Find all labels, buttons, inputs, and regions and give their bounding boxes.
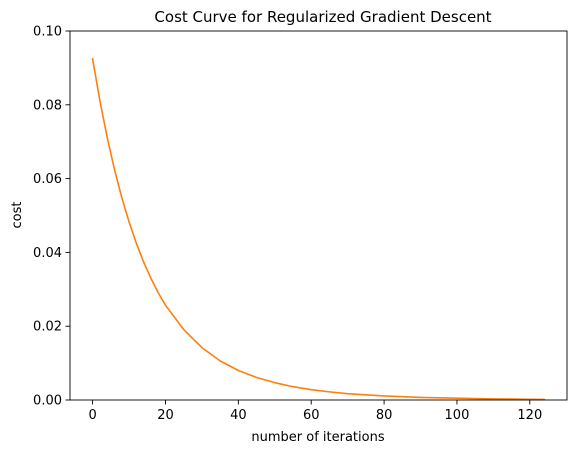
y-tick-label: 0.02 — [33, 320, 62, 335]
x-tick-label: 120 — [517, 408, 542, 423]
x-axis-label: number of iterations — [251, 430, 384, 445]
axes-frame — [69, 30, 568, 401]
y-tick-label: 0.08 — [33, 98, 62, 113]
x-tick-label: 80 — [376, 408, 393, 423]
y-axis-label: cost — [10, 202, 25, 229]
y-tick-label: 0.00 — [33, 394, 62, 409]
plot-area: 0 20 40 60 80 100 120 0.00 0.02 0.04 0.06 0.08 0.10 — [33, 25, 568, 423]
y-tick-label: 0.04 — [33, 246, 62, 261]
x-tick-label: 100 — [445, 408, 470, 423]
x-tick-label: 60 — [303, 408, 320, 423]
chart-title: Cost Curve for Regularized Gradient Desc… — [154, 8, 491, 26]
series-line-0 — [91, 57, 546, 401]
x-tick-label: 40 — [230, 408, 247, 423]
y-tick-label: 0.10 — [33, 25, 62, 40]
x-tick-label: 20 — [157, 408, 174, 423]
y-tick-label: 0.06 — [33, 172, 62, 187]
x-tick-label: 0 — [88, 408, 96, 423]
